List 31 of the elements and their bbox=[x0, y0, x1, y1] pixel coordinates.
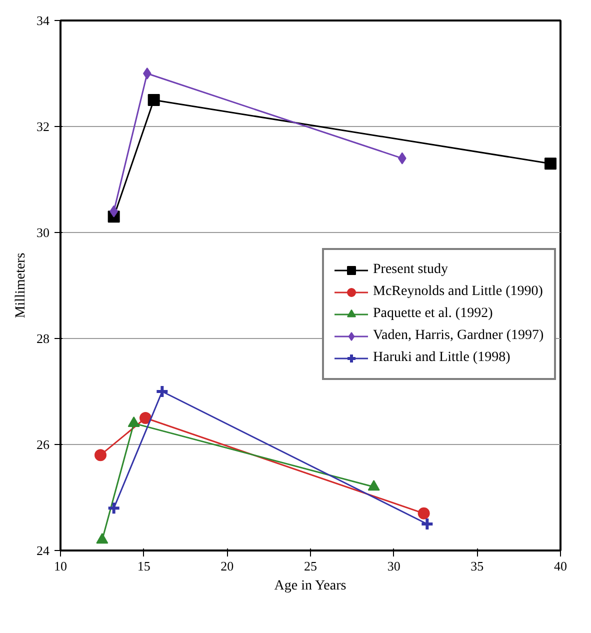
x-tick-label: 10 bbox=[54, 558, 67, 574]
legend-label: Present study bbox=[373, 262, 448, 278]
legend-label: Vaden, Harris, Gardner (1997) bbox=[373, 328, 544, 344]
x-tick-label: 35 bbox=[470, 558, 484, 574]
y-axis-title: Millimeters bbox=[14, 252, 28, 318]
point bbox=[418, 507, 430, 520]
x-tick-label: 40 bbox=[554, 558, 567, 574]
legend-label: Haruki and Little (1998) bbox=[373, 350, 510, 366]
x-axis-title: Age in Years bbox=[274, 578, 346, 594]
point bbox=[420, 517, 434, 531]
x-tick-label: 20 bbox=[220, 558, 234, 574]
x-tick-label: 30 bbox=[387, 558, 400, 574]
point bbox=[368, 480, 380, 491]
x-tick-label: 25 bbox=[304, 558, 317, 574]
x-tick-label: 15 bbox=[137, 558, 150, 574]
y-tick-label: 32 bbox=[36, 119, 50, 134]
point bbox=[96, 533, 108, 544]
point bbox=[143, 68, 152, 80]
y-tick-label: 34 bbox=[36, 13, 50, 28]
y-tick-label: 28 bbox=[36, 331, 50, 346]
point bbox=[106, 501, 121, 516]
legend-label: Paquette et al. (1992) bbox=[373, 306, 493, 322]
y-tick-label: 30 bbox=[36, 225, 50, 240]
point bbox=[94, 449, 106, 462]
point bbox=[155, 384, 170, 398]
point bbox=[544, 158, 556, 170]
point bbox=[148, 94, 160, 106]
y-tick-label: 24 bbox=[36, 543, 50, 558]
legend-label: McReynolds and Little (1990) bbox=[373, 284, 543, 300]
y-tick-label: 26 bbox=[36, 437, 50, 452]
point bbox=[140, 412, 152, 424]
